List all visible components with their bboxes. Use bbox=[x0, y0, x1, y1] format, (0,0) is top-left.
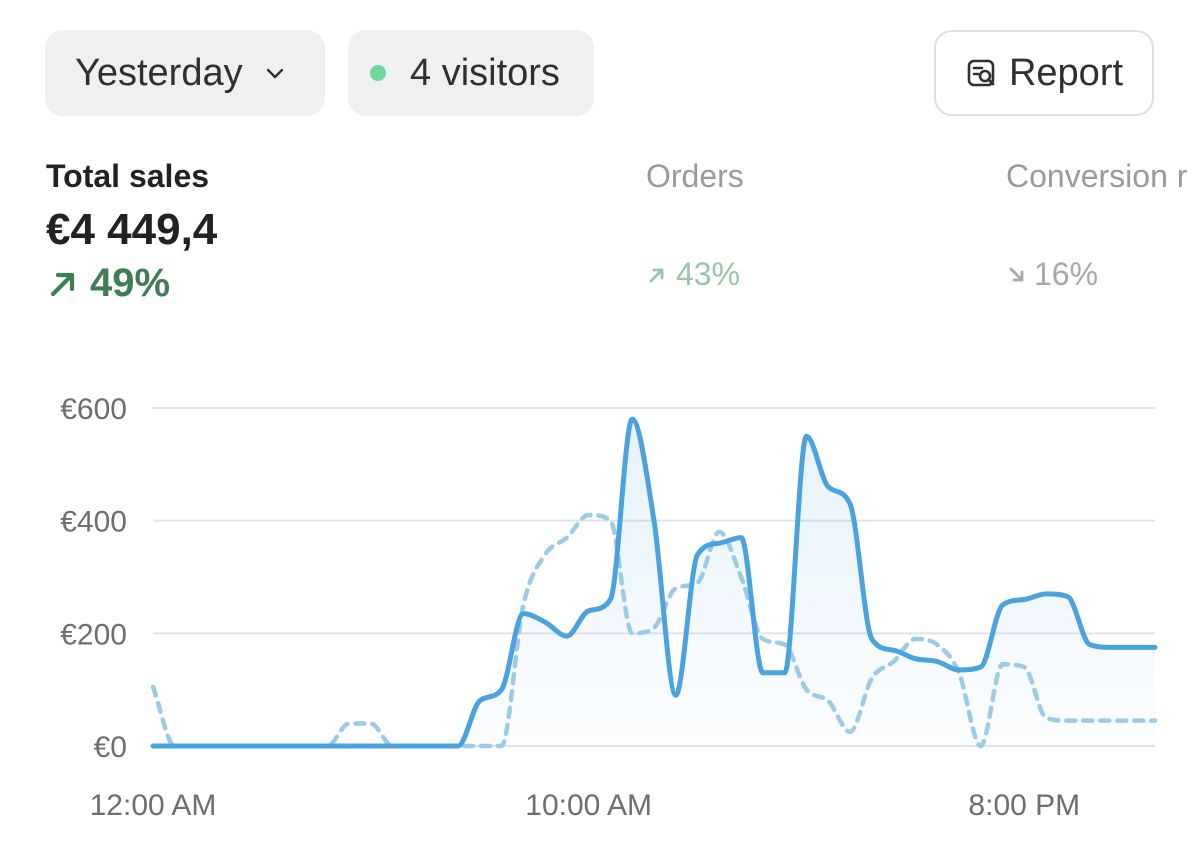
metric-total-sales[interactable]: Total sales €4 449,4 49% bbox=[46, 158, 217, 306]
y-tick-label: €0 bbox=[94, 731, 127, 764]
total-sales-value: €4 449,4 bbox=[46, 205, 218, 254]
conversion-label: Conversion r bbox=[1006, 158, 1188, 194]
date-range-dropdown[interactable]: Yesterday bbox=[45, 30, 325, 116]
conversion-change: 16% bbox=[1006, 256, 1098, 293]
orders-label: Orders bbox=[646, 158, 744, 194]
live-status-dot bbox=[370, 65, 386, 81]
date-range-label: Yesterday bbox=[75, 51, 243, 94]
orders-change: 43% bbox=[646, 256, 740, 293]
x-tick-label: 8:00 PM bbox=[968, 789, 1080, 822]
primary-series-area bbox=[153, 419, 1155, 746]
report-label: Report bbox=[1008, 51, 1124, 94]
y-tick-label: €200 bbox=[60, 618, 127, 651]
visitors-count: 4 visitors bbox=[410, 51, 560, 94]
total-sales-change: 49% bbox=[46, 261, 217, 306]
primary-series-line bbox=[150, 416, 1158, 749]
arrow-up-right-icon bbox=[649, 268, 664, 282]
total-sales-change-value: 49% bbox=[90, 261, 171, 305]
arrow-up-right-icon bbox=[50, 272, 75, 296]
live-visitors-badge: 4 visitors bbox=[348, 30, 594, 116]
metric-conversion[interactable]: Conversion r bbox=[1006, 158, 1200, 195]
chevron-down-icon bbox=[266, 68, 283, 79]
x-tick-label: 12:00 AM bbox=[90, 789, 217, 822]
conversion-change-value: 16% bbox=[1034, 256, 1099, 292]
metric-orders[interactable]: Orders bbox=[646, 158, 744, 195]
y-tick-label: €400 bbox=[60, 506, 127, 539]
sales-line-chart: €0 €200 €400 €600 12:00 AM 10:00 AM 8:00 PM bbox=[60, 393, 1158, 822]
orders-change-value: 43% bbox=[676, 256, 741, 292]
x-tick-label: 10:00 AM bbox=[525, 789, 652, 822]
arrow-down-right-icon bbox=[1009, 267, 1024, 281]
y-tick-label: €600 bbox=[60, 393, 127, 426]
report-search-icon bbox=[967, 59, 995, 87]
report-button[interactable]: Report bbox=[934, 30, 1154, 116]
total-sales-label: Total sales bbox=[46, 158, 210, 194]
